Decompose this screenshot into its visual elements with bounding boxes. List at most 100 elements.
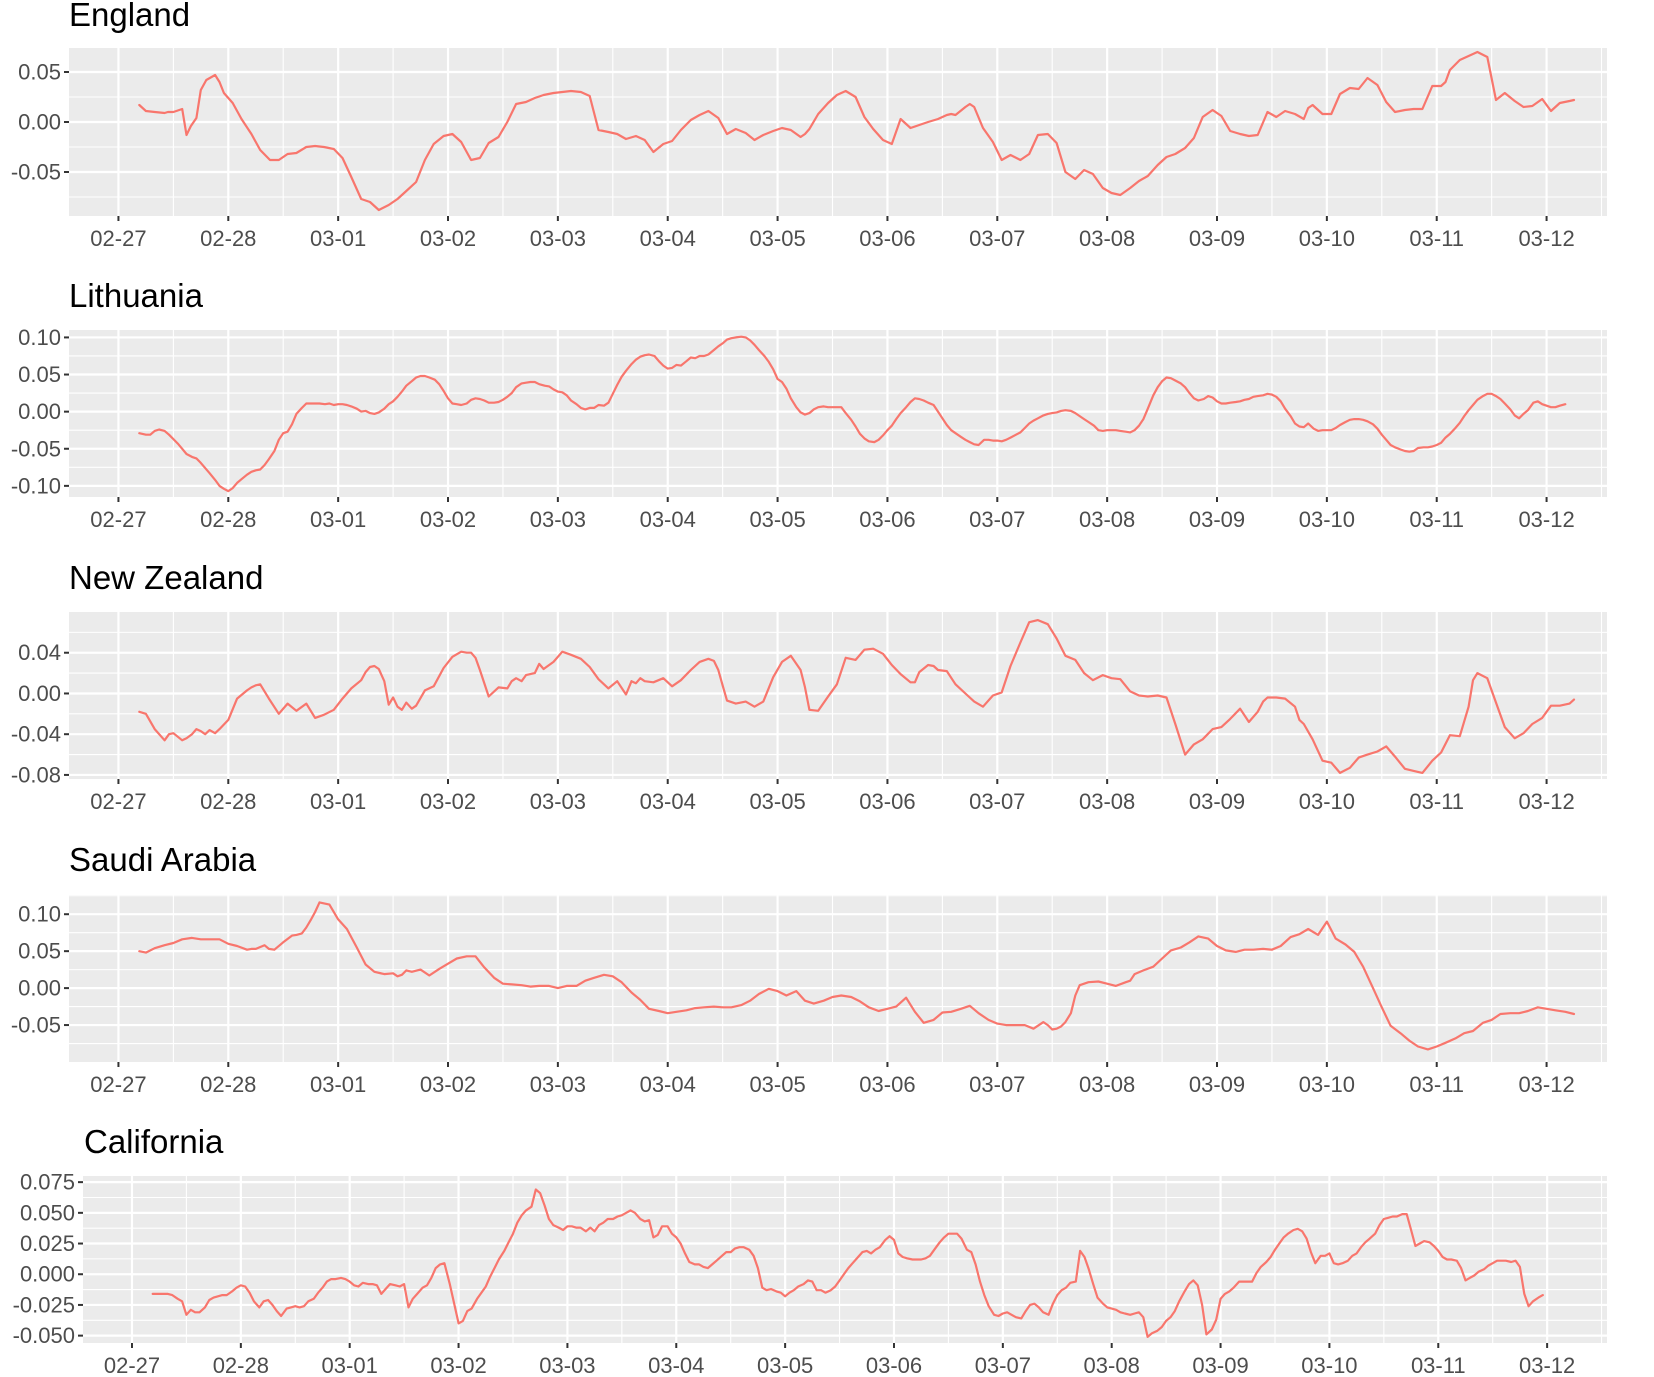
y-tick-label: -0.05 xyxy=(11,1013,61,1038)
x-tick-label: 03-10 xyxy=(1299,507,1355,532)
panel-2: New Zealand 0.04 0.00 -0.04 -0.08 02-27 02-28 0… xyxy=(11,559,1607,814)
x-tick-label: 03-09 xyxy=(1189,507,1245,532)
x-tick-label: 03-04 xyxy=(640,226,696,251)
series-line xyxy=(138,50,1576,212)
x-tick-label: 03-04 xyxy=(640,507,696,532)
y-tick-label: -0.04 xyxy=(11,722,61,747)
x-tick-label: 03-02 xyxy=(430,1353,486,1377)
x-tick-label: 03-06 xyxy=(859,1072,915,1097)
x-tick-label: 03-02 xyxy=(420,1072,476,1097)
x-tick-label: 02-27 xyxy=(90,1072,146,1097)
x-tick-label: 03-03 xyxy=(530,1072,586,1097)
series-line xyxy=(151,1188,1544,1339)
x-tick-label: 02-27 xyxy=(90,507,146,532)
x-tick-label: 03-07 xyxy=(969,1072,1025,1097)
x-tick-label: 03-03 xyxy=(539,1353,595,1377)
x-tick-label: 03-01 xyxy=(322,1353,378,1377)
series-line xyxy=(138,901,1576,1051)
x-tick-label: 03-05 xyxy=(749,1072,805,1097)
panel-background xyxy=(69,330,1607,497)
panel-background xyxy=(69,612,1607,779)
y-tick-label: -0.08 xyxy=(11,762,61,787)
x-tick-label: 03-09 xyxy=(1192,1353,1248,1377)
x-tick-label: 03-04 xyxy=(640,1072,696,1097)
y-tick-label: 0.00 xyxy=(18,110,61,135)
panel-3: Saudi Arabia 0.10 0.05 0.00 -0.05 02-27 02-28 0… xyxy=(11,841,1607,1097)
x-tick-label: 03-09 xyxy=(1189,789,1245,814)
x-tick-label: 03-10 xyxy=(1299,789,1355,814)
x-tick-label: 03-08 xyxy=(1079,789,1135,814)
y-tick-label: 0.00 xyxy=(18,399,61,424)
x-tick-label: 03-05 xyxy=(749,789,805,814)
panel-0: England 0.05 0.00 -0.05 02-27 02-28 03-01 03-02… xyxy=(11,0,1607,251)
x-tick-label: 03-05 xyxy=(749,226,805,251)
x-tick-label: 03-12 xyxy=(1518,226,1574,251)
x-tick-label: 03-05 xyxy=(757,1353,813,1377)
y-tick-label: 0.05 xyxy=(18,60,61,85)
panel-title: California xyxy=(84,1123,224,1160)
x-tick-label: 03-06 xyxy=(859,789,915,814)
x-tick-label: 03-07 xyxy=(969,226,1025,251)
x-tick-label: 03-11 xyxy=(1409,1072,1464,1097)
panel-title: New Zealand xyxy=(69,559,263,596)
x-tick-label: 03-12 xyxy=(1518,507,1574,532)
y-tick-label: 0.05 xyxy=(18,939,61,964)
x-tick-label: 03-02 xyxy=(420,789,476,814)
panel-background xyxy=(69,895,1607,1062)
x-tick-label: 03-01 xyxy=(310,226,366,251)
y-tick-label: 0.00 xyxy=(18,976,61,1001)
y-tick-label: 0.04 xyxy=(18,640,61,665)
x-tick-label: 03-04 xyxy=(648,1353,704,1377)
x-tick-label: 03-12 xyxy=(1519,1353,1575,1377)
x-tick-label: 02-28 xyxy=(200,789,256,814)
x-tick-label: 03-01 xyxy=(310,507,366,532)
y-tick-label: 0.00 xyxy=(18,681,61,706)
x-tick-label: 03-09 xyxy=(1189,226,1245,251)
x-tick-label: 03-12 xyxy=(1518,789,1574,814)
x-tick-label: 03-10 xyxy=(1301,1353,1357,1377)
x-tick-label: 03-10 xyxy=(1299,226,1355,251)
x-tick-label: 02-28 xyxy=(200,507,256,532)
x-tick-label: 03-07 xyxy=(969,507,1025,532)
x-tick-label: 03-06 xyxy=(859,507,915,532)
panel-1: Lithuania 0.10 0.05 0.00 -0.05 -0.10 02-27 02-2… xyxy=(11,277,1607,532)
x-tick-label: 03-08 xyxy=(1079,226,1135,251)
panel-4: California 0.075 0.050 0.025 0.000 -0.025 -0.0… xyxy=(13,1123,1607,1377)
y-tick-label: 0.05 xyxy=(18,362,61,387)
x-tick-label: 03-11 xyxy=(1409,226,1464,251)
panel-background xyxy=(83,1176,1607,1343)
y-tick-label: -0.025 xyxy=(13,1292,75,1317)
x-tick-label: 03-11 xyxy=(1409,789,1464,814)
x-tick-label: 03-01 xyxy=(310,1072,366,1097)
x-tick-label: 03-08 xyxy=(1079,1072,1135,1097)
y-tick-label: 0.10 xyxy=(18,325,61,350)
panel-background xyxy=(69,48,1607,216)
x-tick-label: 02-27 xyxy=(104,1353,160,1377)
y-tick-label: -0.05 xyxy=(11,160,61,185)
x-tick-label: 02-28 xyxy=(200,1072,256,1097)
y-tick-label: -0.050 xyxy=(13,1323,75,1348)
y-tick-label: 0.000 xyxy=(20,1262,75,1287)
series-line xyxy=(138,335,1567,493)
x-tick-label: 03-02 xyxy=(420,507,476,532)
y-tick-label: 0.075 xyxy=(20,1170,75,1195)
x-tick-label: 03-07 xyxy=(975,1353,1031,1377)
y-tick-label: 0.10 xyxy=(18,902,61,927)
y-tick-label: 0.025 xyxy=(20,1231,75,1256)
x-tick-label: 03-09 xyxy=(1189,1072,1245,1097)
y-tick-label: 0.050 xyxy=(20,1200,75,1225)
x-tick-label: 03-11 xyxy=(1409,507,1464,532)
y-tick-label: -0.10 xyxy=(11,473,61,498)
panel-title: Lithuania xyxy=(69,277,204,314)
x-tick-label: 03-01 xyxy=(310,789,366,814)
x-tick-label: 02-27 xyxy=(90,789,146,814)
x-tick-label: 03-07 xyxy=(969,789,1025,814)
series-line xyxy=(138,618,1576,775)
x-tick-label: 03-03 xyxy=(530,226,586,251)
x-tick-label: 03-08 xyxy=(1079,507,1135,532)
x-tick-label: 03-10 xyxy=(1299,1072,1355,1097)
x-tick-label: 03-11 xyxy=(1411,1353,1466,1377)
x-tick-label: 02-27 xyxy=(90,226,146,251)
x-tick-label: 03-02 xyxy=(420,226,476,251)
